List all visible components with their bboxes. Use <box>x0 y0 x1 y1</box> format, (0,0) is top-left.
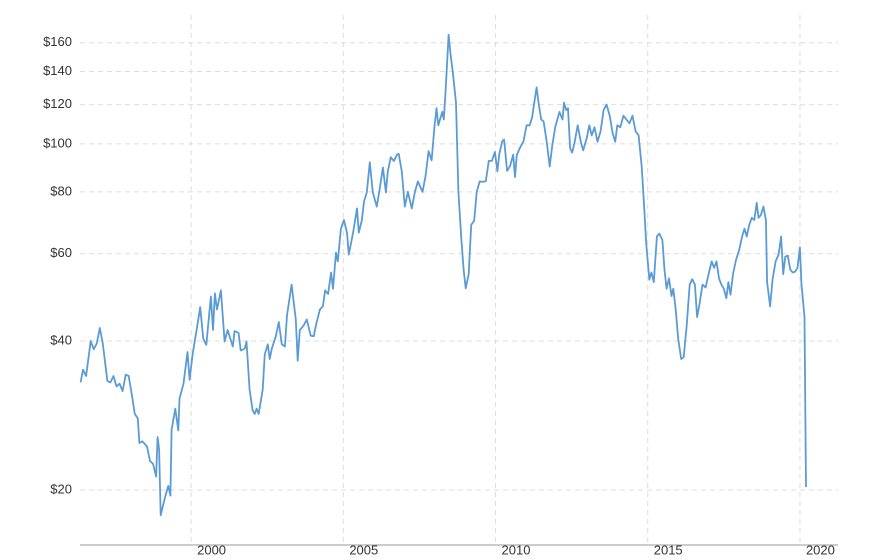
x-tick-label: 2000 <box>197 542 226 557</box>
y-tick-label: $20 <box>50 482 72 497</box>
y-tick-label: $40 <box>50 332 72 347</box>
y-tick-label: $160 <box>43 34 72 49</box>
y-tick-label: $140 <box>43 63 72 78</box>
price-line <box>79 33 807 517</box>
y-tick-label: $80 <box>50 183 72 198</box>
x-tick-label: 2015 <box>654 542 683 557</box>
x-tick-label: 2005 <box>349 542 378 557</box>
x-tick-label: 2020 <box>806 542 835 557</box>
y-tick-label: $120 <box>43 96 72 111</box>
x-tick-label: 2010 <box>502 542 531 557</box>
y-tick-label: $60 <box>50 245 72 260</box>
y-tick-label: $100 <box>43 135 72 150</box>
